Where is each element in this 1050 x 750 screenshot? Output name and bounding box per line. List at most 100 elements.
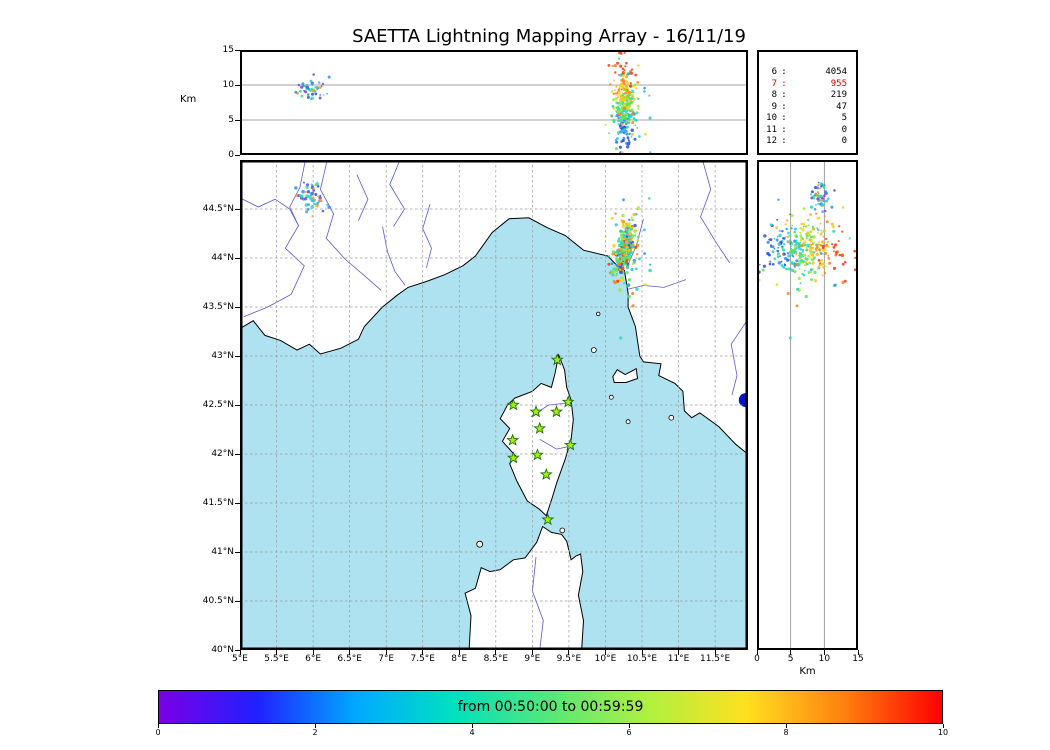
tick-label: 6°E [305,654,322,664]
lightning-point [773,237,776,240]
lightning-point [636,104,640,108]
lightning-point [791,254,794,257]
lightning-point [778,233,782,238]
lightning-point [622,115,625,118]
lightning-point [615,106,618,109]
river [389,160,405,227]
lightning-point [777,247,779,249]
tick-mark [531,650,533,655]
lightning-point [821,244,825,248]
tick-mark [235,306,240,308]
lightning-point [799,234,803,237]
panel-bg [757,160,858,650]
tick-label: 9.5°E [556,654,582,664]
lightning-point [811,243,814,246]
lightning-point [635,213,638,216]
lightning-point [832,245,836,249]
lightning-point [776,249,780,253]
lightning-point [815,212,818,215]
tick-label: 2 [312,728,318,737]
lightning-point [811,225,815,228]
lightning-point [800,252,803,254]
lightning-point [830,205,834,209]
lightning-point [838,225,841,228]
river [531,556,544,650]
tick-mark [239,650,241,655]
tick-label: 8 [783,728,789,737]
lightning-point [625,246,628,250]
lightning-point [300,85,304,89]
tick-label: 41.5°N [202,498,234,508]
lightning-point [802,242,805,245]
lightning-point [612,79,615,82]
lightning-point [807,255,810,258]
count-level: 8 [771,90,777,100]
lightning-point [768,262,772,266]
lightning-point [787,231,790,235]
tick-label: 0 [754,654,760,664]
lightning-point [623,108,626,111]
lightning-point [629,110,632,113]
lightning-point [811,257,814,261]
lightning-point [825,220,829,224]
tick-label: 11°E [667,654,690,664]
tick-label: 40.5°N [202,596,234,606]
lightning-point [841,280,845,285]
lightning-point [806,263,809,266]
lightning-point [767,253,771,257]
lightning-point [613,64,617,68]
lightning-point [816,194,820,197]
lightning-point [620,140,623,143]
lightning-point [612,120,616,124]
lightning-point [630,268,634,272]
lightning-point [808,248,812,252]
lightning-point [625,61,628,65]
tick-label: 4 [469,728,475,737]
tick-mark [235,208,240,210]
lightning-point [809,230,813,233]
lightning-point [624,260,628,264]
tick-label: 42.5°N [202,400,234,410]
tick-mark [235,355,240,357]
lightning-point [781,230,784,233]
lightning-point [824,252,828,255]
lightning-point [625,120,628,123]
lightning-point [643,90,646,93]
lightning-point [827,255,830,257]
tick-label: 44.5°N [202,204,234,214]
colorbar-label: from 00:50:00 to 00:59:59 [457,699,644,715]
panel-border [240,160,748,650]
tick-label: 41°N [211,547,234,557]
lightning-point [786,292,790,295]
count-row: 8: 219 [759,90,856,102]
lightning-point [614,223,618,227]
lightning-point [312,189,316,192]
lightning-point [804,257,808,260]
lightning-point [625,80,628,83]
lightning-point [773,257,777,261]
lightning-point [318,198,322,203]
lightning-point [805,232,809,236]
tick-mark [604,650,606,655]
lightning-point [623,98,627,102]
lightning-point [823,271,827,275]
lightning-point [615,250,619,254]
lightning-point [795,241,799,245]
station-marker [563,438,577,451]
lightning-point [820,198,824,202]
tick-label: 8.5°E [483,654,509,664]
lightning-point [628,246,632,250]
lightning-point [613,280,618,285]
lightning-point [841,206,845,209]
station-marker [506,433,520,446]
river [422,203,432,268]
lightning-point [617,116,620,120]
lightning-point [636,127,639,129]
lightning-point [822,185,826,189]
count-row: 7: 955 [759,79,856,91]
lightning-point [619,130,623,134]
lightning-point [800,222,803,226]
lightning-point [788,336,792,340]
lightning-point [620,266,625,271]
